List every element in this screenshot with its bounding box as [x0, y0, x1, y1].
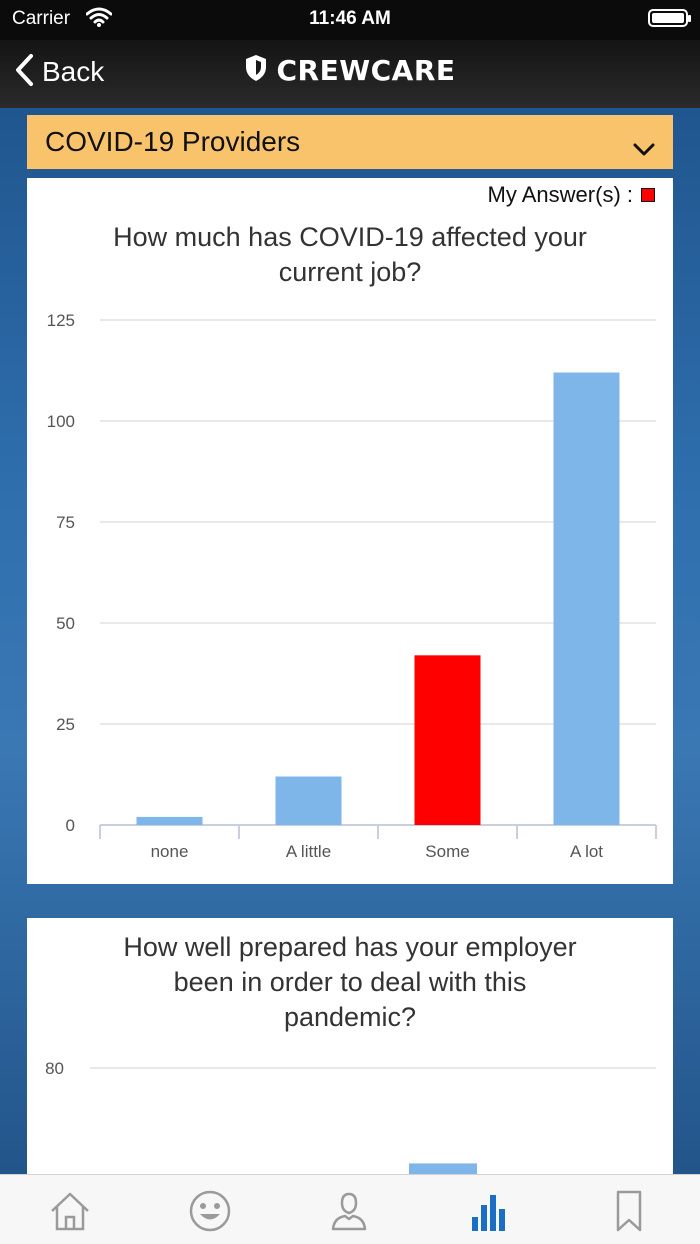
tab-stats[interactable] — [467, 1189, 511, 1233]
category-dropdown[interactable]: COVID-19 Providers — [27, 115, 673, 169]
chevron-down-icon — [633, 132, 655, 164]
bar-chart-job-impact: 0 25 50 75 100 125 none A little Some A lot — [47, 311, 657, 861]
home-icon — [51, 1192, 89, 1231]
x-tick-label: A lot — [570, 842, 603, 861]
bar-a-little — [275, 776, 342, 825]
chart-card-employer-preparedness: How well prepared has your employer been… — [27, 918, 673, 1174]
y-tick-label: 80 — [45, 1059, 64, 1078]
wifi-icon — [85, 7, 113, 33]
legend-label: My Answer(s) : — [487, 182, 633, 207]
back-label: Back — [42, 56, 105, 87]
clock: 11:46 AM — [309, 8, 391, 29]
tab-home[interactable] — [48, 1189, 92, 1233]
tab-saved[interactable] — [607, 1189, 651, 1233]
status-bar: Carrier 11:46 AM — [0, 0, 700, 40]
chart-title-line: pandemic? — [283, 1002, 417, 1032]
carrier-label: Carrier — [12, 8, 71, 29]
my-answer-legend: My Answer(s) : — [488, 182, 655, 208]
y-tick-label: 25 — [56, 715, 75, 734]
back-button[interactable]: Back — [14, 52, 104, 92]
shield-icon — [244, 54, 268, 87]
chart-card-job-impact: My Answer(s) : How much has COVID-19 aff… — [27, 178, 673, 884]
bar-some — [414, 655, 481, 825]
bookmark-icon — [616, 1190, 642, 1232]
chart-title: How well prepared has your employer been… — [57, 930, 643, 1035]
x-tick-label: Some — [425, 842, 469, 861]
app-logo: CREWCARE — [0, 54, 700, 87]
y-tick-label: 50 — [56, 614, 75, 633]
chart-title-line: been in order to deal with this — [173, 967, 527, 997]
chart-title-line: current job? — [278, 257, 422, 287]
x-tick-label: none — [151, 842, 189, 861]
person-icon — [331, 1192, 367, 1231]
chart-title: How much has COVID-19 affected your curr… — [57, 220, 643, 290]
bar-chart-employer-preparedness: 80 — [45, 1059, 656, 1174]
bar — [409, 1163, 477, 1174]
chevron-left-icon — [14, 53, 34, 92]
tab-mood[interactable] — [188, 1189, 232, 1233]
y-tick-label: 0 — [66, 816, 75, 835]
chart-title-line: How much has COVID-19 affected your — [113, 222, 587, 252]
tab-bar — [0, 1174, 700, 1244]
bar-chart-icon — [472, 1195, 505, 1231]
bar-none — [136, 816, 203, 825]
bar-a-lot — [553, 372, 620, 825]
chart-title-line: How well prepared has your employer — [123, 932, 577, 962]
y-tick-label: 75 — [56, 513, 75, 532]
nav-bar: Back CREWCARE — [0, 40, 700, 108]
smiley-icon — [189, 1190, 231, 1232]
x-tick-label: A little — [286, 842, 331, 861]
y-tick-label: 100 — [47, 412, 75, 431]
y-tick-label: 125 — [47, 311, 75, 330]
app-title: CREWCARE — [276, 54, 456, 87]
legend-swatch — [641, 188, 655, 202]
battery-icon — [648, 9, 691, 27]
dropdown-selected-value: COVID-19 Providers — [45, 126, 301, 157]
tab-profile[interactable] — [327, 1189, 371, 1233]
